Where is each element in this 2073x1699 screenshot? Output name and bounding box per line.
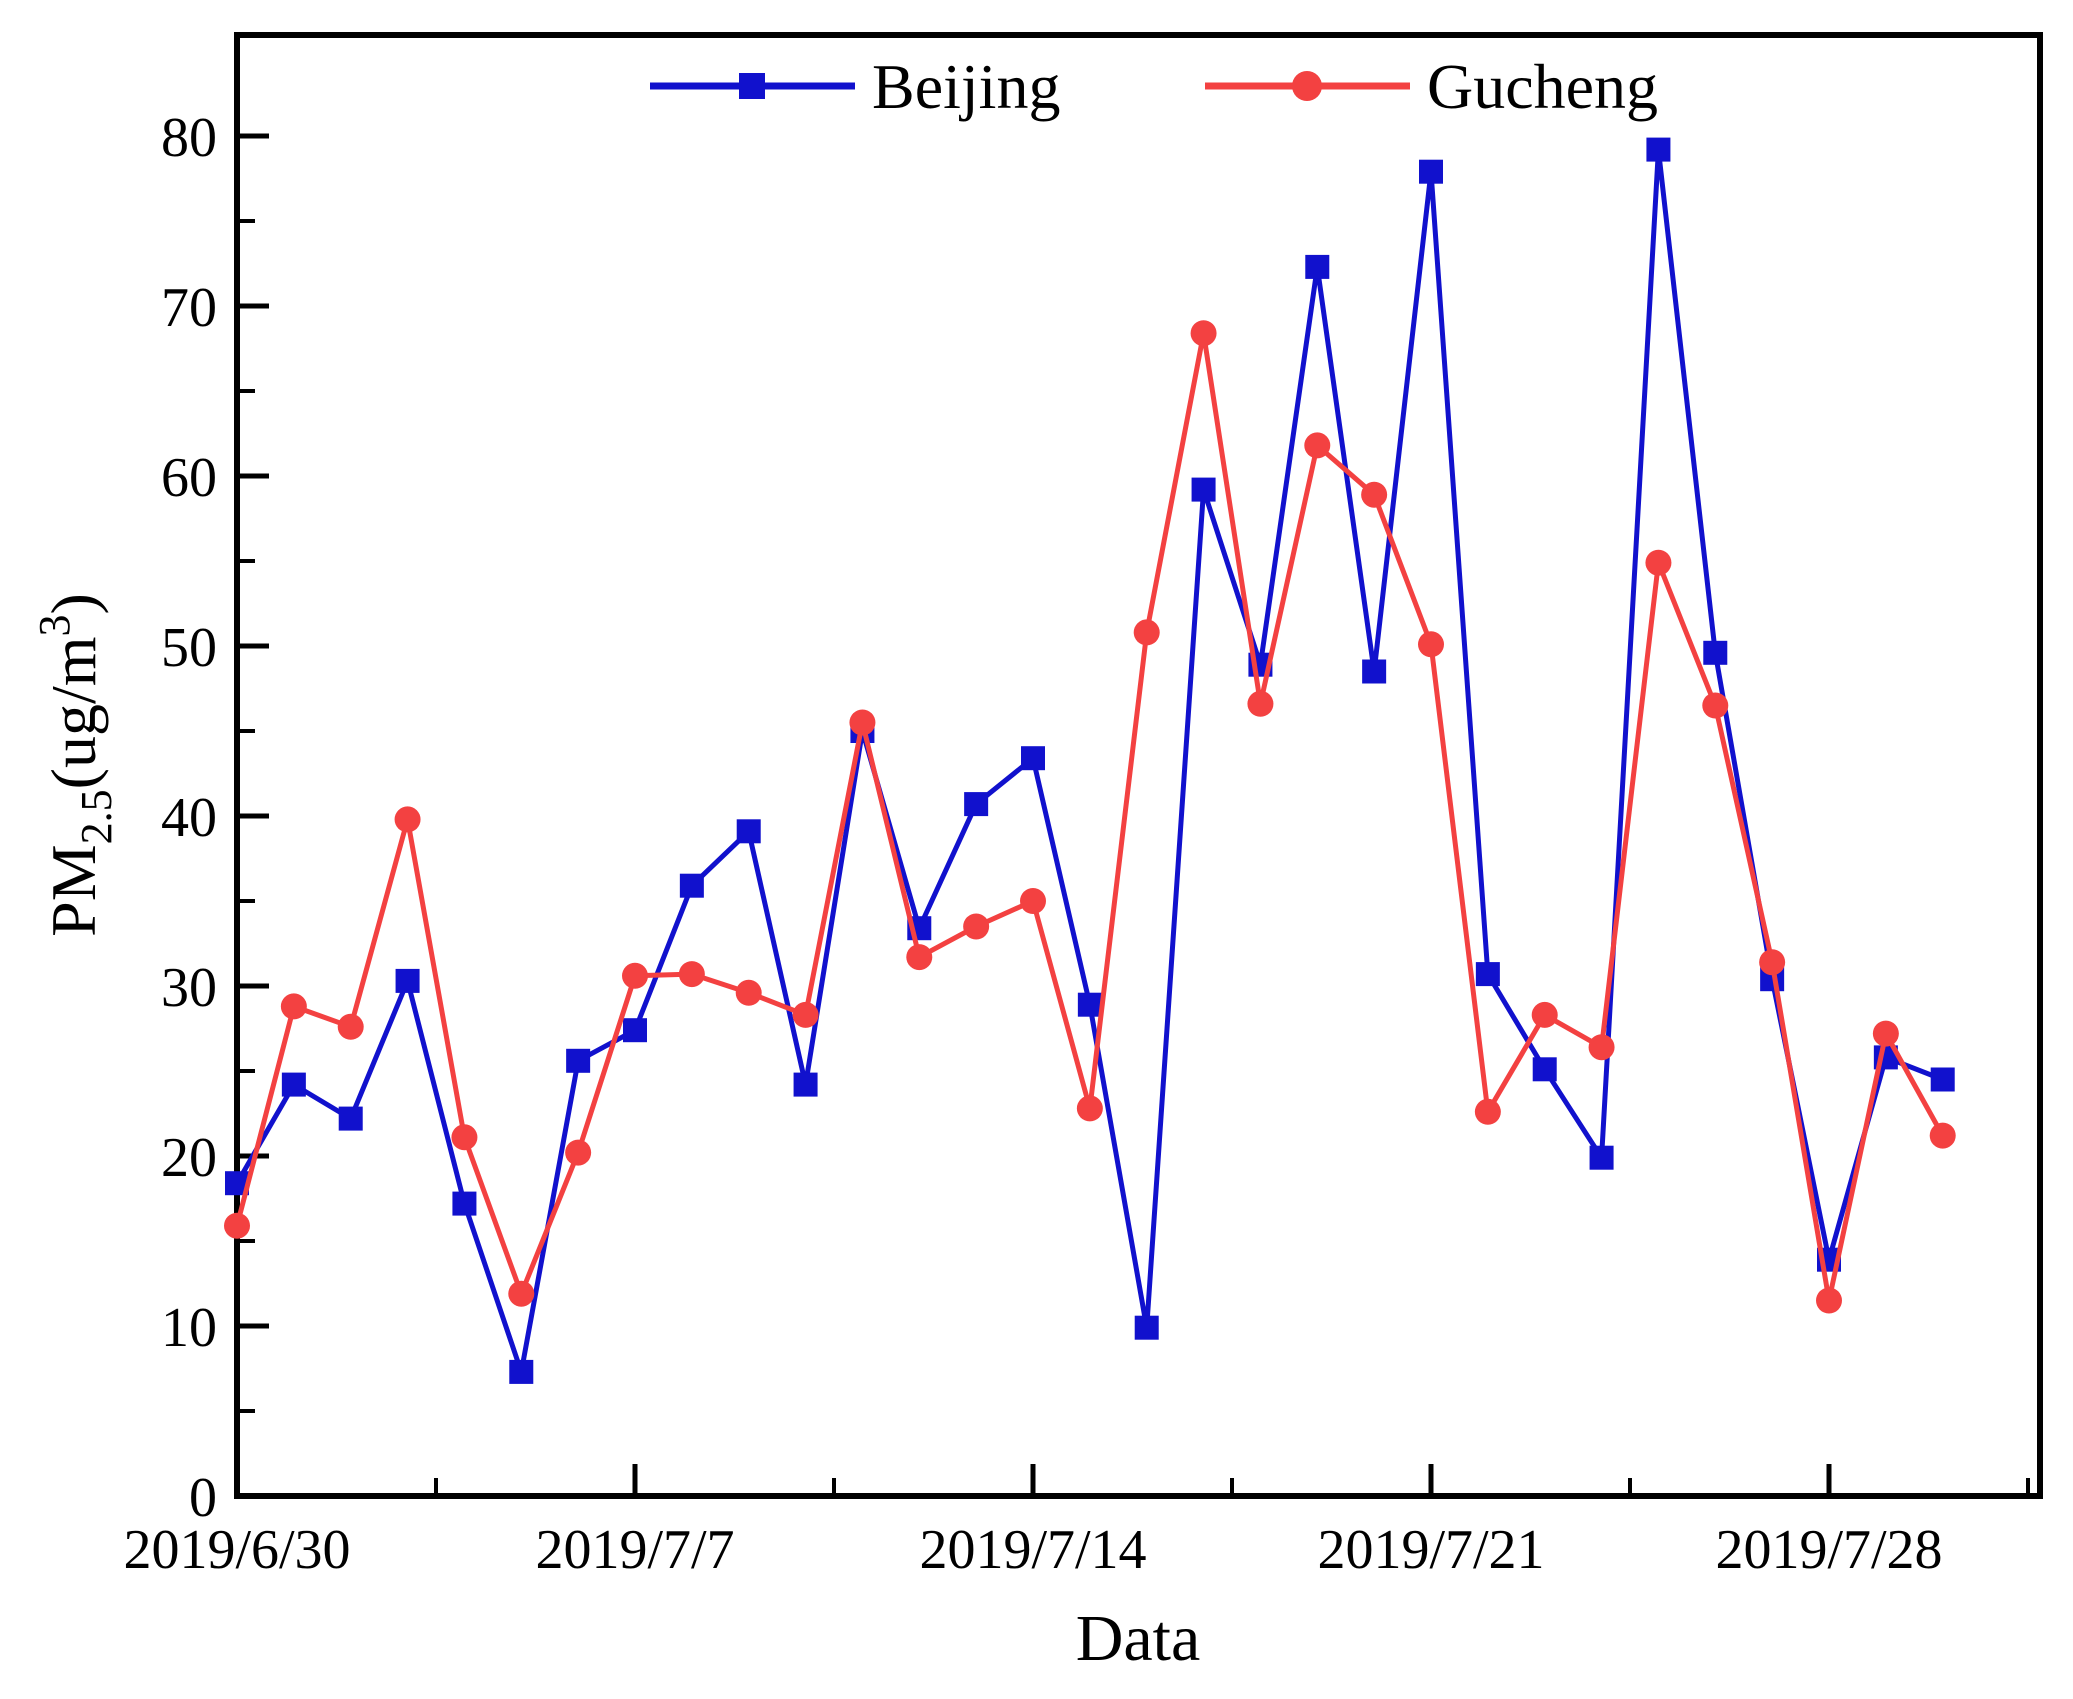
y-tick-label: 20 <box>161 1127 217 1189</box>
data-series <box>224 137 1956 1384</box>
gucheng-data-point-circle <box>622 962 648 989</box>
gucheng-data-point-circle <box>678 961 705 988</box>
beijing-data-point-square <box>1646 137 1671 162</box>
gucheng-circle-icon <box>1292 71 1322 101</box>
beijing-data-point-square <box>964 792 989 817</box>
y-label-mid: (ug/m <box>38 636 109 789</box>
gucheng-data-point-circle <box>1133 619 1160 646</box>
beijing-data-point-square <box>1475 962 1500 987</box>
beijing-data-point-square <box>679 873 704 898</box>
y-label-prefix: PM <box>38 844 109 937</box>
y-tick-label: 10 <box>161 1297 217 1359</box>
legend: Beijing Gucheng <box>650 51 1658 122</box>
beijing-data-point-square <box>1703 640 1728 665</box>
legend-label-beijing: Beijing <box>872 51 1060 122</box>
beijing-data-point-square <box>623 1018 647 1043</box>
gucheng-series-line <box>234 330 1946 1303</box>
beijing-data-point-square <box>1021 746 1045 771</box>
y-tick-label: 0 <box>189 1467 217 1529</box>
beijing-data-point-square <box>566 1048 591 1073</box>
y-label-suffix: ) <box>38 593 109 614</box>
beijing-data-point-square <box>1419 159 1443 184</box>
gucheng-data-point-circle <box>849 709 876 736</box>
gucheng-data-point-circle <box>1020 888 1046 914</box>
beijing-data-point-square <box>1532 1057 1557 1082</box>
beijing-data-point-square <box>395 968 420 993</box>
y-tick-label: 70 <box>161 277 217 339</box>
y-tick-label: 60 <box>161 447 217 509</box>
gucheng-data-point-circle <box>1816 1287 1842 1314</box>
gucheng-data-point-circle <box>1076 1095 1103 1122</box>
gucheng-data-point-circle <box>337 1013 364 1040</box>
y-tick-label: 80 <box>161 107 217 169</box>
x-tick-label: 2019/7/21 <box>1317 1519 1544 1581</box>
axis-tick-labels: 0 10 20 30 40 50 60 70 80 2019/6/30 2019/7/7 2019/7… <box>123 107 1942 1581</box>
y-tick-label: 50 <box>161 617 217 679</box>
x-axis-label: Data <box>1076 1602 1201 1675</box>
beijing-data-point-square <box>1362 659 1387 684</box>
gucheng-data-point-circle <box>1361 481 1388 508</box>
beijing-data-point-square <box>1191 477 1216 502</box>
plot-frame <box>234 32 2043 1499</box>
gucheng-data-point-circle <box>224 1212 250 1239</box>
gucheng-data-point-circle <box>508 1280 535 1307</box>
gucheng-data-point-circle <box>1418 631 1444 658</box>
beijing-data-point-square <box>793 1072 818 1097</box>
gucheng-data-point-circle <box>1304 432 1331 459</box>
gucheng-data-point-circle <box>280 993 307 1020</box>
gucheng-data-point-circle <box>792 1001 819 1028</box>
legend-item-gucheng: Gucheng <box>1205 51 1658 122</box>
x-tick-label: 2019/7/7 <box>535 1519 734 1581</box>
y-label-subscript: 2.5 <box>72 789 121 844</box>
gucheng-data-point-circle <box>1759 949 1786 976</box>
beijing-data-point-square <box>1305 254 1330 279</box>
x-tick-label: 2019/7/14 <box>919 1519 1146 1581</box>
legend-label-gucheng: Gucheng <box>1427 51 1658 122</box>
beijing-data-point-square <box>1134 1315 1159 1340</box>
x-tick-label: 2019/7/28 <box>1715 1519 1942 1581</box>
x-tick-label: 2019/6/30 <box>123 1519 350 1581</box>
gucheng-data-point-circle <box>1190 320 1217 347</box>
gucheng-data-point-circle <box>963 913 990 940</box>
gucheng-data-point-circle <box>1872 1020 1899 1047</box>
gucheng-data-point-circle <box>1702 692 1729 719</box>
gucheng-data-point-circle <box>451 1124 478 1151</box>
y-tick-label: 30 <box>161 957 217 1019</box>
gucheng-data-point-circle <box>1929 1122 1956 1149</box>
beijing-data-point-square <box>338 1106 363 1131</box>
y-tick-label: 40 <box>161 787 217 849</box>
beijing-square-icon <box>739 73 765 99</box>
gucheng-data-point-circle <box>906 944 933 971</box>
gucheng-data-point-circle <box>1645 549 1672 576</box>
y-label-superscript: 3 <box>30 614 79 636</box>
legend-item-beijing: Beijing <box>650 51 1060 122</box>
gucheng-data-point-circle <box>1247 690 1274 717</box>
gucheng-data-point-circle <box>565 1139 592 1166</box>
gucheng-data-point-circle <box>1474 1098 1501 1125</box>
gucheng-data-point-circle <box>1531 1001 1558 1028</box>
beijing-data-point-square <box>509 1359 534 1384</box>
beijing-data-point-square <box>1930 1067 1955 1092</box>
beijing-data-point-square <box>281 1072 306 1097</box>
beijing-data-point-square <box>1077 992 1102 1017</box>
beijing-data-point-square <box>736 819 761 844</box>
beijing-data-point-square <box>452 1191 477 1216</box>
beijing-series-line <box>234 147 1946 1375</box>
gucheng-data-point-circle <box>394 806 421 833</box>
gucheng-data-point-circle <box>1588 1034 1615 1061</box>
beijing-data-point-square <box>1589 1145 1614 1170</box>
gucheng-data-point-circle <box>735 979 762 1006</box>
y-axis-label: PM2.5(ug/m3) <box>30 593 121 937</box>
axis-ticks <box>234 133 2030 1499</box>
